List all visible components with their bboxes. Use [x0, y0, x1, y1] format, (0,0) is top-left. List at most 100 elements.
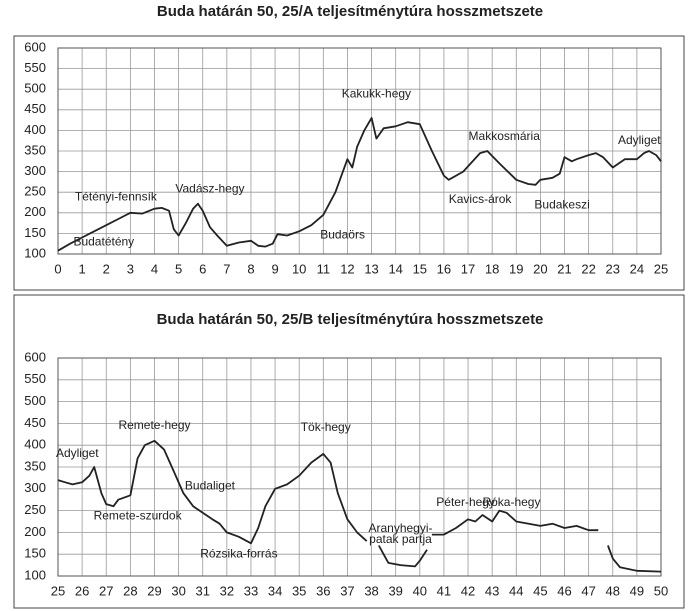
- annotation: Aranyhegyi-: [368, 521, 432, 535]
- x-tick-label: 26: [75, 583, 89, 598]
- panel-frame: [13, 294, 685, 609]
- y-tick-label: 600: [24, 349, 46, 364]
- y-tick-label: 250: [24, 502, 46, 517]
- x-tick-label: 14: [388, 261, 402, 276]
- x-tick-label: 16: [437, 261, 451, 276]
- y-tick-label: 350: [24, 142, 46, 157]
- x-tick-label: 50: [654, 583, 668, 598]
- x-tick-label: 0: [54, 261, 61, 276]
- annotation: patak partja: [369, 532, 432, 546]
- x-tick-label: 48: [606, 583, 620, 598]
- plot-frame: [57, 47, 662, 255]
- x-tick-label: 24: [630, 261, 644, 276]
- x-tick-label: 49: [630, 583, 644, 598]
- y-tick-label: 100: [24, 567, 46, 582]
- x-tick-label: 31: [195, 583, 209, 598]
- annotation: Budatétény: [73, 235, 134, 249]
- y-tick-label: 250: [24, 184, 46, 199]
- y-tick-label: 100: [24, 245, 46, 260]
- y-tick-label: 350: [24, 458, 46, 473]
- annotation: Vadász-hegy: [175, 181, 244, 195]
- x-tick-label: 22: [581, 261, 595, 276]
- x-tick-label: 37: [340, 583, 354, 598]
- x-tick-label: 36: [316, 583, 330, 598]
- x-tick-label: 21: [557, 261, 571, 276]
- y-tick-label: 300: [24, 163, 46, 178]
- y-tick-label: 450: [24, 101, 46, 116]
- annotation: Róka-hegy: [482, 495, 540, 509]
- y-tick-label: 200: [24, 524, 46, 539]
- x-tick-label: 13: [364, 261, 378, 276]
- x-tick-label: 28: [123, 583, 137, 598]
- panel-frame: [13, 35, 685, 291]
- y-tick-label: 400: [24, 122, 46, 137]
- x-tick-label: 29: [147, 583, 161, 598]
- x-tick-label: 47: [581, 583, 595, 598]
- x-tick-label: 9: [271, 261, 278, 276]
- x-tick-label: 27: [99, 583, 113, 598]
- elevation-line: [57, 117, 662, 252]
- x-tick-label: 40: [413, 583, 427, 598]
- x-tick-label: 1: [79, 261, 86, 276]
- y-tick-label: 400: [24, 437, 46, 452]
- y-tick-label: 150: [24, 225, 46, 240]
- annotation: Péter-hegy: [436, 495, 495, 509]
- annotation: Tök-hegy: [301, 420, 351, 434]
- chart-title: Buda határán 50, 25/B teljesítménytúra h…: [157, 311, 544, 328]
- y-tick-label: 300: [24, 480, 46, 495]
- x-tick-label: 19: [509, 261, 523, 276]
- x-tick-label: 17: [461, 261, 475, 276]
- x-tick-label: 23: [606, 261, 620, 276]
- x-tick-label: 15: [413, 261, 427, 276]
- x-tick-label: 44: [509, 583, 523, 598]
- x-tick-label: 45: [533, 583, 547, 598]
- annotation: Remete-hegy: [118, 418, 190, 432]
- x-tick-label: 32: [220, 583, 234, 598]
- x-tick-label: 33: [244, 583, 258, 598]
- annotation: Budaliget: [185, 478, 236, 492]
- y-tick-label: 500: [24, 81, 46, 96]
- x-tick-label: 6: [199, 261, 206, 276]
- x-tick-label: 5: [175, 261, 182, 276]
- x-tick-label: 43: [485, 583, 499, 598]
- annotation: Tétényi-fennsík: [75, 190, 158, 204]
- x-tick-label: 20: [533, 261, 547, 276]
- x-tick-label: 35: [292, 583, 306, 598]
- x-tick-label: 25: [51, 583, 65, 598]
- x-tick-label: 38: [364, 583, 378, 598]
- annotation: Budakeszi: [534, 198, 589, 212]
- x-tick-label: 46: [557, 583, 571, 598]
- y-tick-label: 150: [24, 546, 46, 561]
- annotation: Adyliget: [56, 446, 99, 460]
- annotation: Rózsika-forrás: [200, 546, 277, 560]
- y-tick-label: 450: [24, 415, 46, 430]
- x-tick-label: 41: [437, 583, 451, 598]
- x-tick-label: 34: [268, 583, 282, 598]
- x-tick-label: 3: [127, 261, 134, 276]
- x-tick-label: 10: [292, 261, 306, 276]
- annotation: Kavics-árok: [449, 192, 513, 206]
- x-tick-label: 39: [388, 583, 402, 598]
- x-tick-label: 11: [317, 261, 331, 276]
- plot-frame: [57, 357, 662, 577]
- annotation: Kakukk-hegy: [342, 87, 411, 101]
- annotation: Adyliget: [618, 133, 661, 147]
- y-tick-label: 550: [24, 371, 46, 386]
- elevation-line: [57, 439, 662, 573]
- y-tick-label: 500: [24, 393, 46, 408]
- x-tick-label: 8: [247, 261, 254, 276]
- annotation: Makkosmária: [469, 129, 541, 143]
- x-tick-label: 7: [223, 261, 230, 276]
- y-tick-label: 200: [24, 204, 46, 219]
- x-tick-label: 18: [485, 261, 499, 276]
- x-tick-label: 12: [340, 261, 354, 276]
- y-tick-label: 550: [24, 60, 46, 75]
- annotation: Remete-szurdok: [94, 508, 183, 522]
- y-tick-label: 600: [24, 39, 46, 54]
- annotation: Budaörs: [320, 228, 365, 242]
- x-tick-label: 4: [151, 261, 158, 276]
- x-tick-label: 42: [461, 583, 475, 598]
- x-tick-label: 30: [171, 583, 185, 598]
